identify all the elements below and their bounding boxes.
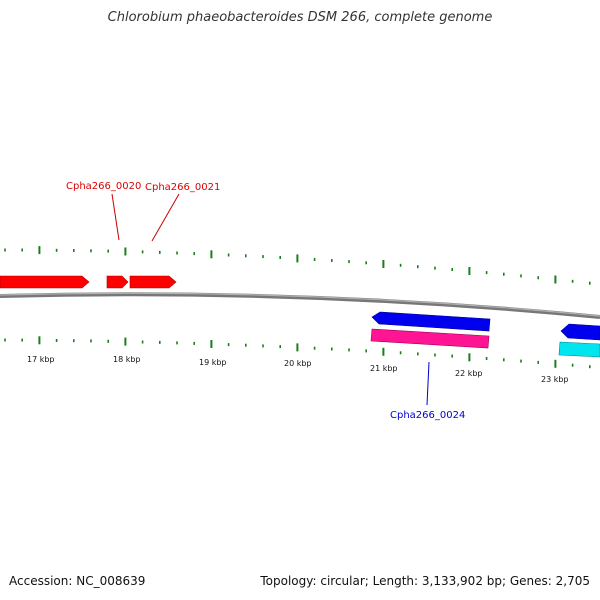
gene-arrow-reverse-edge[interactable] <box>560 323 600 341</box>
gene-label-cpha266-0024[interactable]: Cpha266_0024 <box>390 410 465 421</box>
genome-info-text: Topology: circular; Length: 3,133,902 bp… <box>260 574 590 588</box>
scale-label: 18 kbp <box>113 355 141 364</box>
scale-label: 17 kbp <box>27 355 55 364</box>
gene-rna-bar[interactable] <box>370 328 490 349</box>
genome-title: Chlorobium phaeobacteroides DSM 266, com… <box>107 10 493 25</box>
callout-line-cpha266-0021 <box>151 193 180 242</box>
gene-arrow-forward[interactable] <box>0 275 90 289</box>
accession-text: Accession: NC_008639 <box>9 574 146 588</box>
gene-arrow-cpha266-0024[interactable] <box>371 311 491 332</box>
callout-line-cpha266-0020 <box>111 193 120 241</box>
tick-row-top <box>4 246 591 285</box>
gene-label-cpha266-0020[interactable]: Cpha266_0020 <box>66 181 141 192</box>
scale-label: 23 kbp <box>541 375 569 384</box>
scale-label: 20 kbp <box>284 359 312 368</box>
scale-label: 22 kbp <box>455 369 483 378</box>
scale-label: 19 kbp <box>199 358 227 367</box>
gene-label-cpha266-0021[interactable]: Cpha266_0021 <box>145 182 220 193</box>
gene-arrow-cpha266-0021[interactable] <box>129 275 177 289</box>
genome-backbone <box>0 292 600 319</box>
callout-line-cpha266-0024 <box>426 361 430 406</box>
tick-row-bottom <box>4 336 591 369</box>
gene-arrow-cpha266-0020[interactable] <box>106 275 129 289</box>
gene-cds-bar-edge[interactable] <box>558 341 600 358</box>
scale-label: 21 kbp <box>370 364 398 373</box>
